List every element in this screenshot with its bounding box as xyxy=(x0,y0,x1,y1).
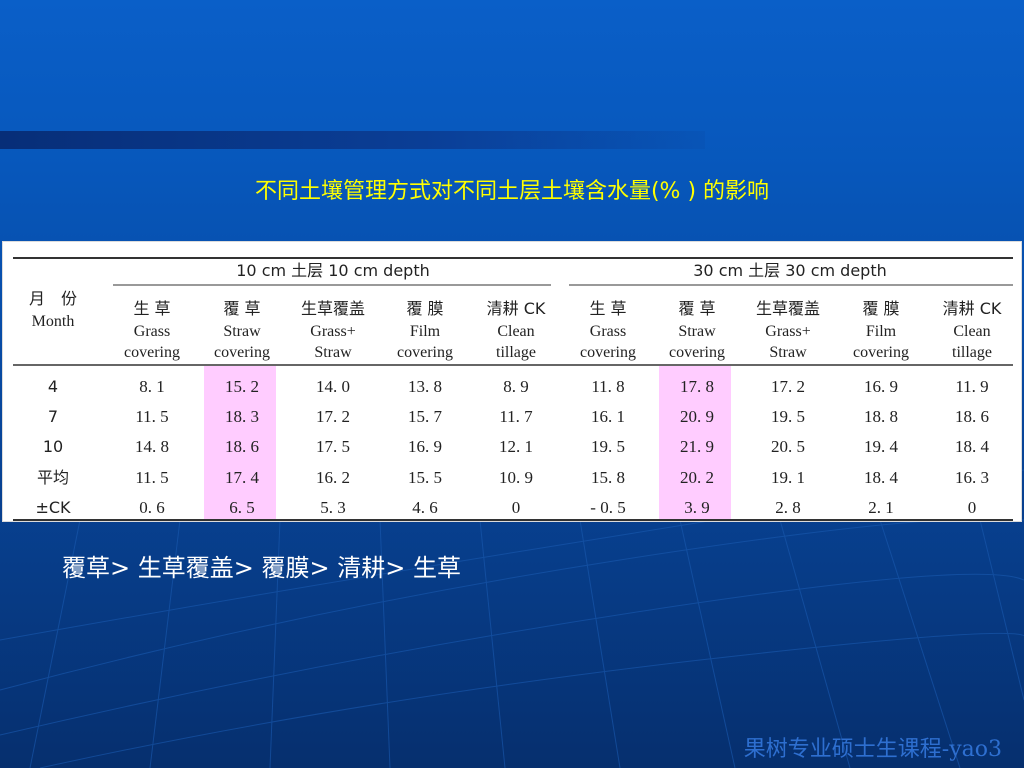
column-header-en: Clean xyxy=(497,323,534,340)
column-header-zh: 生草覆盖 xyxy=(301,299,365,318)
table-cell: 19. 5 xyxy=(591,437,625,456)
column-header-en: Straw xyxy=(223,323,261,340)
table-cell: 0 xyxy=(968,498,977,517)
table-cell: 17. 2 xyxy=(771,377,805,396)
table-cell: 2. 1 xyxy=(868,498,894,517)
highlight-column xyxy=(659,366,731,521)
column-header-en: covering xyxy=(853,344,909,361)
table-cell: 4. 6 xyxy=(412,498,438,517)
table-cell: 13. 8 xyxy=(408,377,442,396)
table-cell: 20. 9 xyxy=(680,407,714,426)
column-header-en: Grass+ xyxy=(765,323,810,340)
table-cell: 11. 8 xyxy=(591,377,624,396)
column-header-zh: 覆 膜 xyxy=(862,299,899,318)
table-cell: 20. 5 xyxy=(771,437,805,456)
group-header-10cm: 10 cm 土层 10 cm depth xyxy=(236,261,430,280)
table-cell: 11. 5 xyxy=(135,407,168,426)
table-cell: 19. 5 xyxy=(771,407,805,426)
column-header-en: covering xyxy=(669,344,725,361)
table-cell: 17. 2 xyxy=(316,407,350,426)
column-header-en: Clean xyxy=(953,323,990,340)
table-cell: 18. 6 xyxy=(955,407,989,426)
column-header-en: tillage xyxy=(952,344,992,361)
row-label: 平均 xyxy=(37,468,69,487)
column-header-en: covering xyxy=(214,344,270,361)
column-header-en: Grass xyxy=(134,323,170,340)
group-header-30cm: 30 cm 土层 30 cm depth xyxy=(693,261,887,280)
table-cell: 5. 3 xyxy=(320,498,346,517)
highlight-column xyxy=(204,366,276,521)
column-header-en: tillage xyxy=(496,344,536,361)
column-header-zh: 生 草 xyxy=(589,299,626,318)
table-cell: 18. 6 xyxy=(225,437,259,456)
column-header-zh: 覆 草 xyxy=(678,299,715,318)
table-cell: 18. 8 xyxy=(864,407,898,426)
column-header-en: Straw xyxy=(769,344,807,361)
table-cell: 17. 4 xyxy=(225,468,260,487)
column-header-en: Straw xyxy=(678,323,716,340)
data-table: 月 份 Month 10 cm 土层 10 cm depth 30 cm 土层 30 … xyxy=(2,241,1022,522)
table-cell: 20. 2 xyxy=(680,468,714,487)
table-cell: 17. 8 xyxy=(680,377,714,396)
table-cell: 14. 8 xyxy=(135,437,169,456)
row-label: 4 xyxy=(48,377,58,396)
row-label: 7 xyxy=(48,407,58,426)
table-cell: 8. 1 xyxy=(139,377,165,396)
column-header-en: covering xyxy=(124,344,180,361)
table-cell: 17. 5 xyxy=(316,437,350,456)
table-cell: 10. 9 xyxy=(499,468,533,487)
month-header-en: Month xyxy=(32,313,75,330)
table-cell: 15. 2 xyxy=(225,377,259,396)
column-header-en: Grass+ xyxy=(310,323,355,340)
column-header-en: Film xyxy=(866,323,897,340)
table-cell: 14. 0 xyxy=(316,377,350,396)
table-cell: 11. 9 xyxy=(955,377,988,396)
table-cell: 2. 8 xyxy=(775,498,801,517)
table-cell: 11. 5 xyxy=(135,468,168,487)
footer-course-label: 果树专业硕士生课程-yao3 xyxy=(743,737,1002,762)
column-header-zh: 清耕 CK xyxy=(487,299,546,318)
title-accent-bar xyxy=(0,131,705,149)
table-cell: 15. 7 xyxy=(408,407,443,426)
table-cell: 18. 4 xyxy=(955,437,990,456)
table-cell: 18. 4 xyxy=(864,468,899,487)
column-header-en: covering xyxy=(397,344,453,361)
column-header-zh: 生 草 xyxy=(133,299,170,318)
row-label: 10 xyxy=(43,437,63,456)
table-cell: 16. 9 xyxy=(408,437,442,456)
table-cell: 21. 9 xyxy=(680,437,714,456)
row-label: ±CK xyxy=(35,498,71,517)
column-header-en: covering xyxy=(580,344,636,361)
column-header-zh: 覆 草 xyxy=(223,299,260,318)
table-cell: 0. 6 xyxy=(139,498,165,517)
table-cell: 16. 3 xyxy=(955,468,989,487)
table-cell: 16. 2 xyxy=(316,468,350,487)
conclusion-text: 覆草> 生草覆盖> 覆膜> 清耕> 生草 xyxy=(62,554,461,582)
table-cell: 6. 5 xyxy=(229,498,255,517)
table-cell: - 0. 5 xyxy=(590,498,625,517)
column-header-en: Film xyxy=(410,323,441,340)
table-cell: 15. 8 xyxy=(591,468,625,487)
column-header-zh: 清耕 CK xyxy=(943,299,1002,318)
column-header-zh: 覆 膜 xyxy=(406,299,443,318)
table-cell: 19. 4 xyxy=(864,437,899,456)
slide-title: 不同土壤管理方式对不同土层土壤含水量(% ) 的影响 xyxy=(254,179,770,204)
column-header-en: Grass xyxy=(590,323,626,340)
table-cell: 16. 9 xyxy=(864,377,898,396)
table-cell: 8. 9 xyxy=(503,377,529,396)
month-header-zh: 月 份 xyxy=(29,289,77,308)
table-cell: 0 xyxy=(512,498,521,517)
column-header-en: Straw xyxy=(314,344,352,361)
column-header-zh: 生草覆盖 xyxy=(756,299,820,318)
table-cell: 3. 9 xyxy=(684,498,710,517)
table-cell: 11. 7 xyxy=(499,407,533,426)
table-cell: 18. 3 xyxy=(225,407,259,426)
table-cell: 12. 1 xyxy=(499,437,533,456)
table-cell: 19. 1 xyxy=(771,468,805,487)
table-cell: 15. 5 xyxy=(408,468,442,487)
table-cell: 16. 1 xyxy=(591,407,625,426)
